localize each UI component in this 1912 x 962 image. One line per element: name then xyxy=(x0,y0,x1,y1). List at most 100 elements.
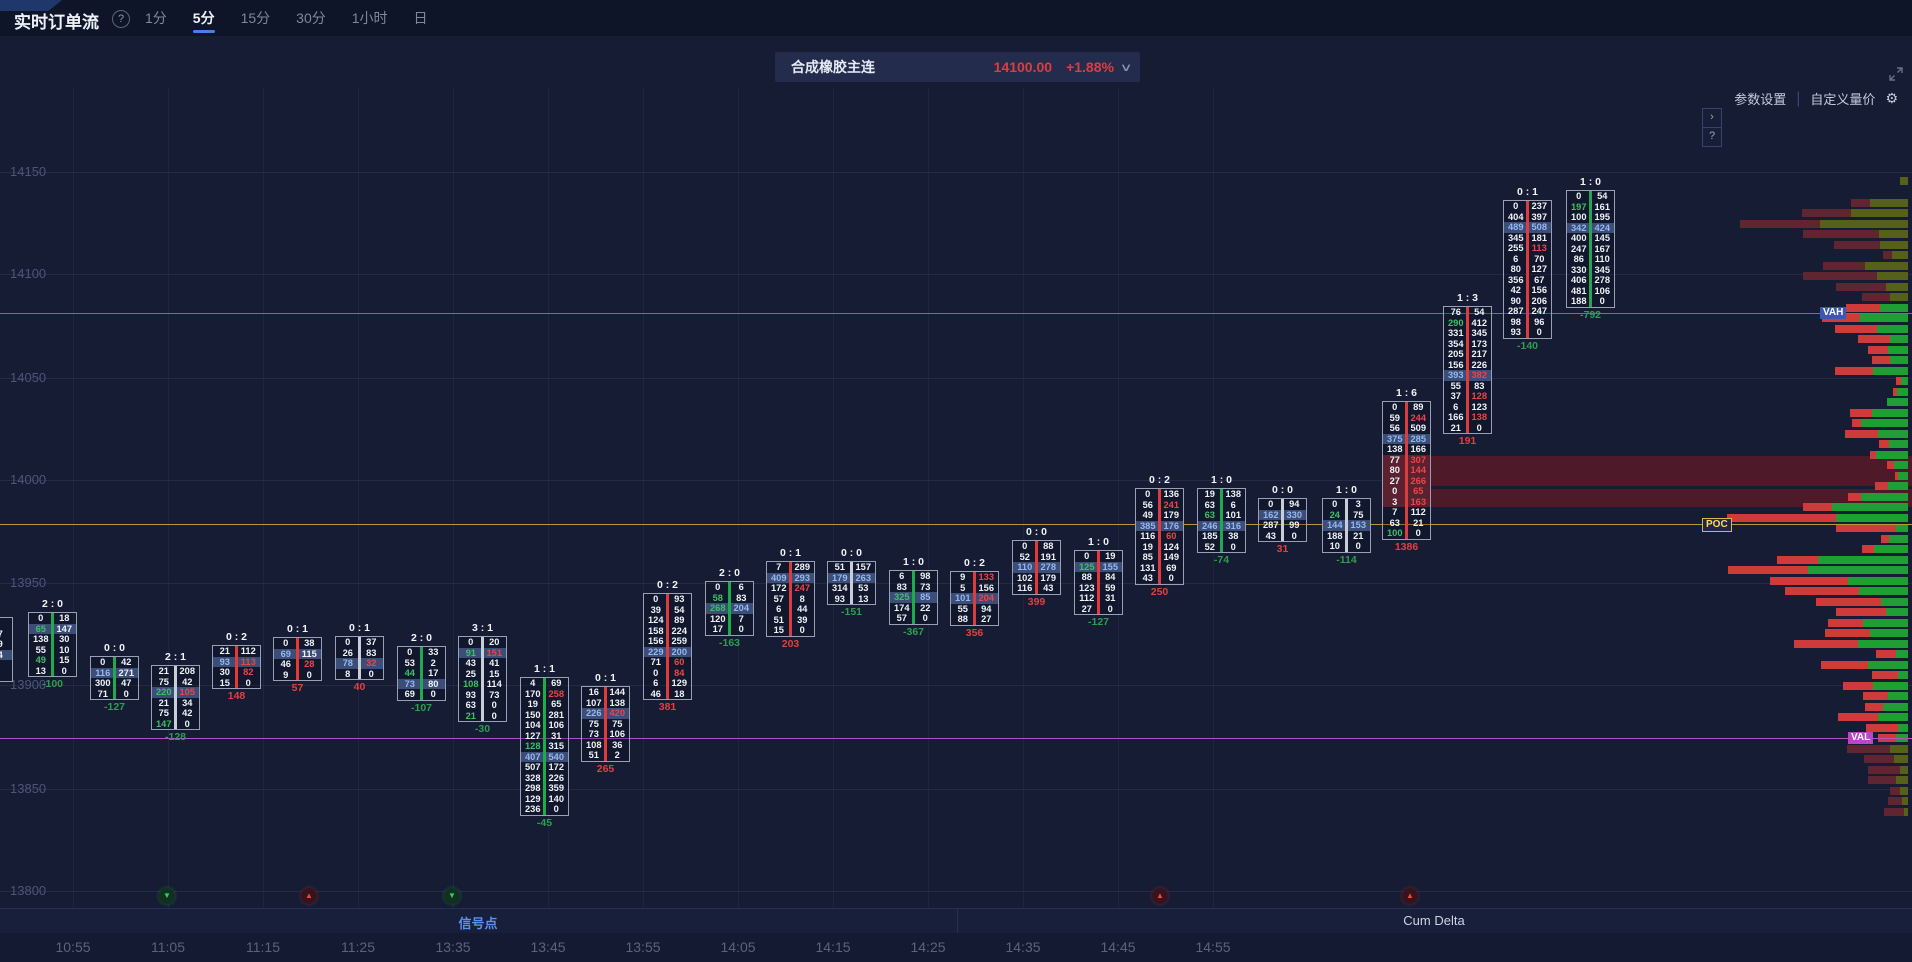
ask-volume: 289 xyxy=(794,562,810,572)
bid-volume: 100 xyxy=(1386,528,1403,538)
tab-1分[interactable]: 1分 xyxy=(145,10,167,26)
tab-1小时[interactable]: 1小时 xyxy=(351,10,388,26)
bid-volume: 73 xyxy=(588,729,599,739)
buy-volume-bar xyxy=(1860,314,1908,322)
gear-icon[interactable]: ⚙ xyxy=(1885,90,1898,106)
sell-volume-bar xyxy=(1850,409,1872,417)
time-axis-label: 11:15 xyxy=(246,939,280,955)
footprint-row: 138 30 xyxy=(29,634,76,645)
candle-body xyxy=(174,666,177,729)
footprint-row: 7 xyxy=(0,629,12,640)
footprint-column: 0 : 0 0 88 52 191 110 278 102 179 116 43 399 xyxy=(1012,526,1061,608)
footprint-row: 19 65 xyxy=(521,699,568,710)
bid-volume: 156 xyxy=(1447,359,1464,370)
ask-volume: 278 xyxy=(1040,562,1056,572)
instrument-change: +1.88% xyxy=(1066,59,1114,75)
settings-button[interactable]: 参数设置 xyxy=(1734,92,1787,107)
bid-volume: 0 xyxy=(653,667,659,678)
poc-line xyxy=(0,524,1912,525)
ask-volume: 7 xyxy=(738,613,744,624)
bid-volume: 116 xyxy=(95,667,111,678)
buy-volume-bar xyxy=(1888,692,1908,700)
expand-icon[interactable] xyxy=(1888,66,1904,82)
bid-volume: 19 xyxy=(1142,541,1153,552)
signal-marker-sell[interactable]: ▼ xyxy=(444,888,460,904)
ask-volume: 176 xyxy=(1163,520,1179,531)
bid-volume: 179 xyxy=(831,572,848,583)
footprint-row: 52 0 xyxy=(1198,542,1245,553)
bar-imbalance-header: 3 : 1 xyxy=(471,622,493,634)
footprint-box: 0 33 53 2 44 17 73 80 69 0 xyxy=(397,646,446,701)
bid-volume: 328 xyxy=(524,772,541,783)
tab-日[interactable]: 日 xyxy=(413,10,428,26)
footprint-row: 116 60 xyxy=(1136,531,1183,542)
sell-volume-bar xyxy=(1770,577,1848,585)
volume-profile-row xyxy=(1823,262,1908,270)
custom-volume-button[interactable]: 自定义量价 xyxy=(1810,92,1876,107)
ask-volume: 0 xyxy=(245,677,251,688)
bid-volume: 27 xyxy=(1081,603,1092,614)
buy-volume-bar xyxy=(1865,262,1908,270)
collapse-panel-button[interactable]: › xyxy=(1702,108,1722,128)
volume-profile-row xyxy=(1870,451,1908,459)
bid-volume: 255 xyxy=(1507,243,1524,253)
ask-volume: 420 xyxy=(609,708,625,718)
bid-volume: 51 xyxy=(588,750,599,760)
signal-marker-buy[interactable]: ▲ xyxy=(301,888,317,904)
ask-volume: 44 xyxy=(797,604,808,614)
ask-volume: 39 xyxy=(797,614,808,625)
ask-volume: 138 xyxy=(1471,412,1487,422)
footprint-row: 56 241 xyxy=(1136,500,1183,511)
tab-30分[interactable]: 30分 xyxy=(296,10,326,26)
signal-marker-buy[interactable]: ▲ xyxy=(1402,888,1418,904)
bid-volume: 71 xyxy=(97,688,108,699)
ask-volume: 105 xyxy=(179,687,195,697)
sell-volume-bar xyxy=(1838,713,1878,721)
signal-marker-buy[interactable]: ▲ xyxy=(1152,888,1168,904)
sell-volume-bar xyxy=(1846,304,1880,312)
ask-volume: 0 xyxy=(1355,541,1361,551)
footprint-column: 0 : 2 9 133 5 156 101 204 55 94 88 27 356 xyxy=(950,557,999,639)
bid-volume: 400 xyxy=(1570,233,1587,243)
bid-volume: 147 xyxy=(155,718,172,729)
buy-volume-bar xyxy=(1901,377,1908,385)
buy-volume-bar xyxy=(1900,177,1908,185)
signal-points-label[interactable]: 信号点 xyxy=(458,916,498,931)
candle-body xyxy=(1405,402,1408,539)
instrument-name: 合成橡胶主连 xyxy=(791,59,875,75)
signal-marker-sell[interactable]: ▼ xyxy=(159,888,175,904)
volume-profile-row xyxy=(1868,766,1908,774)
bid-volume: 9 xyxy=(960,572,966,582)
time-axis-label: 13:45 xyxy=(530,939,566,955)
bid-volume: 93 xyxy=(834,593,845,604)
ask-volume: 208 xyxy=(179,666,195,676)
sell-volume-bar xyxy=(1823,262,1865,270)
ask-volume: 89 xyxy=(1413,402,1424,412)
tab-15分[interactable]: 15分 xyxy=(240,10,271,26)
bar-imbalance-header: 2 : 0 xyxy=(41,598,63,610)
bar-delta: -367 xyxy=(902,625,924,638)
footprint-column: 3 : 1 0 20 91 151 43 41 25 15 108 114 93 73 63 0 21 0 -30 xyxy=(458,622,507,735)
ask-volume: 80 xyxy=(428,678,439,689)
volume-profile-row xyxy=(1865,703,1908,711)
time-gridline xyxy=(1118,88,1119,908)
footprint-row: 56 509 xyxy=(1383,423,1430,434)
bid-volume: 129 xyxy=(524,793,541,804)
buy-volume-bar xyxy=(1848,577,1908,585)
buy-volume-bar xyxy=(1894,461,1908,469)
footprint-box: 76 54 290 412 331 345 354 173 205 217 156 226 393 382… xyxy=(1443,306,1492,434)
bid-volume: 10 xyxy=(1329,541,1340,551)
tab-5分[interactable]: 5分 xyxy=(192,0,215,36)
corner-ribbon xyxy=(0,0,62,11)
panel-help-button[interactable]: ? xyxy=(1702,127,1722,147)
ask-volume: 0 xyxy=(491,700,497,710)
footprint-row: 39 54 xyxy=(644,605,691,616)
cum-delta-label[interactable]: Cum Delta xyxy=(1403,913,1465,928)
time-gridline xyxy=(358,88,359,908)
help-icon[interactable]: ? xyxy=(112,10,130,28)
ask-volume: 0 xyxy=(922,613,928,623)
instrument-selector[interactable]: 合成橡胶主连 14100.00 +1.88% ∨ xyxy=(775,52,1140,82)
buy-volume-bar xyxy=(1904,808,1908,816)
footprint-row: 0 84 xyxy=(644,668,691,679)
